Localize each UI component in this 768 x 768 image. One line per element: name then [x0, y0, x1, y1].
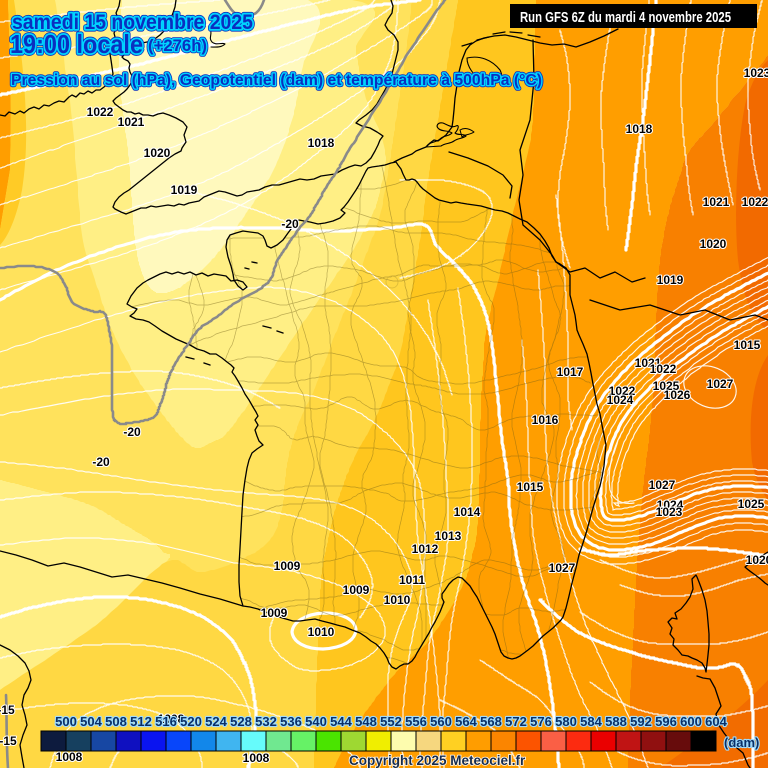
svg-text:596: 596 [655, 714, 677, 729]
svg-text:588: 588 [605, 714, 627, 729]
svg-text:508: 508 [105, 714, 127, 729]
svg-text:512: 512 [130, 714, 152, 729]
svg-text:(+276h): (+276h) [148, 36, 207, 55]
svg-text:576: 576 [530, 714, 552, 729]
svg-text:samedi 15 novembre 2025: samedi 15 novembre 2025 [12, 11, 253, 34]
svg-text:1009: 1009 [274, 559, 301, 573]
svg-text:1008: 1008 [56, 750, 83, 764]
svg-text:1022: 1022 [742, 195, 768, 209]
svg-text:1024: 1024 [607, 393, 634, 407]
svg-text:532: 532 [255, 714, 277, 729]
svg-text:1010: 1010 [384, 593, 411, 607]
svg-text:1020: 1020 [700, 237, 727, 251]
svg-text:524: 524 [205, 714, 227, 729]
svg-text:500: 500 [55, 714, 77, 729]
svg-text:1023: 1023 [744, 66, 768, 80]
svg-text:-20: -20 [123, 425, 141, 439]
svg-text:Run GFS 6Z du mardi 4 novembre: Run GFS 6Z du mardi 4 novembre 2025 [520, 10, 731, 26]
svg-text:584: 584 [580, 714, 602, 729]
svg-text:564: 564 [455, 714, 477, 729]
svg-text:-15: -15 [0, 703, 15, 717]
svg-text:1019: 1019 [657, 273, 684, 287]
svg-text:Copyright 2025 Meteociel.fr: Copyright 2025 Meteociel.fr [349, 753, 526, 768]
svg-text:1020: 1020 [746, 553, 768, 567]
svg-text:1026: 1026 [664, 388, 691, 402]
svg-text:592: 592 [630, 714, 652, 729]
svg-text:1008: 1008 [158, 712, 185, 726]
svg-text:1010: 1010 [308, 625, 335, 639]
svg-text:568: 568 [480, 714, 502, 729]
svg-text:1023: 1023 [656, 505, 683, 519]
svg-text:(+276h): (+276h) [148, 36, 207, 55]
svg-text:548: 548 [355, 714, 377, 729]
svg-text:1016: 1016 [532, 413, 559, 427]
svg-text:1019: 1019 [171, 183, 198, 197]
svg-text:Pression au sol (hPa), Geopote: Pression au sol (hPa), Geopotentiel (dam… [11, 72, 542, 89]
svg-text:1022: 1022 [650, 362, 677, 376]
svg-text:1008: 1008 [243, 751, 270, 765]
svg-text:1022: 1022 [609, 384, 636, 398]
svg-text:19:00 locale: 19:00 locale [10, 29, 143, 59]
svg-text:1017: 1017 [557, 365, 584, 379]
svg-text:(+276h): (+276h) [148, 36, 207, 55]
svg-text:540: 540 [305, 714, 327, 729]
svg-text:1014: 1014 [454, 505, 481, 519]
svg-text:19:00 locale: 19:00 locale [10, 29, 143, 59]
svg-text:572: 572 [505, 714, 527, 729]
svg-text:Pression au sol (hPa), Geopote: Pression au sol (hPa), Geopotentiel (dam… [11, 72, 542, 89]
svg-text:1009: 1009 [343, 583, 370, 597]
svg-text:1025: 1025 [738, 497, 765, 511]
svg-text:536: 536 [280, 714, 302, 729]
svg-text:samedi 15 novembre 2025: samedi 15 novembre 2025 [12, 11, 253, 34]
svg-text:-20: -20 [281, 217, 299, 231]
svg-text:samedi 15 novembre 2025: samedi 15 novembre 2025 [12, 11, 253, 34]
svg-text:1013: 1013 [435, 529, 462, 543]
svg-text:600: 600 [680, 714, 702, 729]
svg-text:504: 504 [80, 714, 102, 729]
svg-text:(dam): (dam) [724, 735, 759, 750]
svg-text:1027: 1027 [549, 561, 576, 575]
svg-text:-15: -15 [0, 734, 17, 748]
svg-text:19:00 locale: 19:00 locale [10, 29, 143, 59]
svg-text:520: 520 [180, 714, 202, 729]
svg-text:1009: 1009 [261, 606, 288, 620]
svg-text:1011: 1011 [399, 573, 425, 587]
svg-text:552: 552 [380, 714, 402, 729]
svg-text:Pression au sol (hPa), Geopote: Pression au sol (hPa), Geopotentiel (dam… [11, 72, 542, 89]
svg-text:556: 556 [405, 714, 427, 729]
svg-text:1027: 1027 [707, 377, 734, 391]
svg-text:1018: 1018 [626, 122, 653, 136]
svg-text:604: 604 [705, 714, 727, 729]
svg-text:1027: 1027 [649, 478, 676, 492]
svg-text:1022: 1022 [87, 105, 114, 119]
svg-text:1021: 1021 [635, 356, 662, 370]
svg-text:580: 580 [555, 714, 577, 729]
svg-text:1025: 1025 [653, 379, 680, 393]
svg-text:1015: 1015 [734, 338, 761, 352]
svg-text:516: 516 [155, 714, 177, 729]
svg-text:1012: 1012 [412, 542, 439, 556]
svg-text:1020: 1020 [144, 146, 171, 160]
svg-text:1024: 1024 [657, 498, 684, 512]
svg-text:-20: -20 [92, 455, 110, 469]
svg-text:1018: 1018 [308, 136, 335, 150]
svg-text:528: 528 [230, 714, 252, 729]
svg-text:1021: 1021 [703, 195, 730, 209]
svg-text:560: 560 [430, 714, 452, 729]
svg-text:544: 544 [330, 714, 352, 729]
svg-text:1015: 1015 [517, 480, 544, 494]
svg-text:1021: 1021 [118, 115, 145, 129]
